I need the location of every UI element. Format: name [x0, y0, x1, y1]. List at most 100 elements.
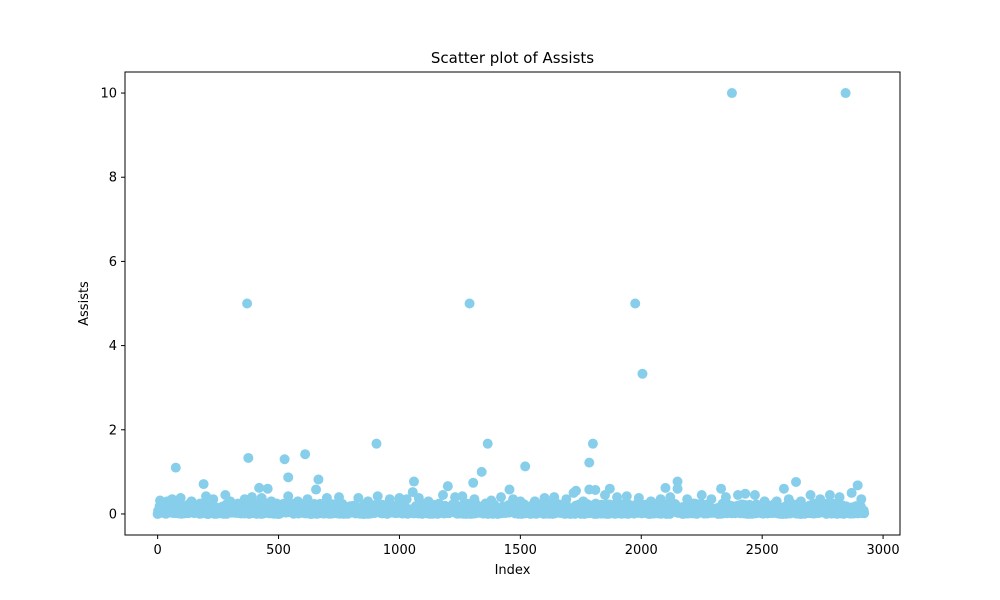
scatter-point [771, 496, 782, 507]
scatter-point [672, 476, 683, 487]
scatter-point [321, 492, 332, 503]
scatter-point [840, 88, 851, 99]
scatter-point [778, 483, 789, 494]
plot-frame [124, 71, 901, 536]
scatter-point [846, 487, 857, 498]
scatter-point [655, 494, 666, 505]
scatter-point [468, 477, 479, 488]
scatter-point [645, 496, 656, 507]
scatter-point [630, 298, 641, 309]
scatter-point [706, 494, 717, 505]
scatter-point [584, 457, 595, 468]
scatter-point [175, 492, 186, 503]
scatter-point [384, 494, 395, 505]
scatter-point [279, 454, 290, 465]
scatter-point [549, 492, 560, 503]
scatter-point [856, 494, 867, 505]
scatter-point [401, 494, 412, 505]
x-tick-label: 1000 [383, 543, 416, 558]
scatter-point [612, 492, 623, 503]
y-tick-label: 10 [100, 87, 117, 102]
scatter-point [599, 490, 610, 501]
y-tick-label: 4 [109, 339, 117, 354]
scatter-point [334, 492, 344, 503]
scatter-point [852, 480, 863, 491]
scatter-point [243, 452, 254, 463]
y-tick-label: 8 [109, 171, 117, 186]
scatter-point [442, 481, 453, 492]
y-tick-label: 2 [109, 423, 117, 438]
scatter-point [372, 491, 383, 502]
scatter-point [504, 484, 515, 495]
scatter-point [482, 438, 493, 449]
scatter-point [198, 479, 209, 490]
scatter-point [437, 490, 448, 501]
scatter-point [450, 492, 461, 503]
scatter-point [208, 494, 219, 505]
scatter-point [726, 88, 737, 99]
scatter-point [311, 484, 322, 495]
scatter-point [720, 492, 731, 503]
scatter-point [283, 491, 294, 502]
scatter-point [759, 496, 770, 507]
scatter-point [292, 496, 303, 507]
scatter-point [859, 508, 870, 519]
points-layer [152, 88, 870, 519]
scatter-point [313, 474, 324, 485]
scatter-point [496, 492, 507, 503]
y-tick-label: 6 [109, 255, 117, 270]
x-axis-ticks: 0 500 1000 1500 2000 2500 3000 [154, 535, 900, 558]
scatter-point [302, 494, 313, 505]
scatter-point [408, 476, 419, 487]
x-tick-label: 3000 [867, 543, 900, 558]
scatter-point [283, 472, 294, 483]
x-axis-label: Index [495, 563, 531, 578]
scatter-point [621, 491, 632, 502]
scatter-point [672, 483, 683, 494]
scatter-point [254, 482, 265, 493]
x-tick-label: 2500 [746, 543, 779, 558]
scatter-point [469, 494, 480, 505]
y-axis-ticks: 0 2 4 6 8 10 [100, 87, 125, 522]
scatter-point [363, 496, 374, 507]
scatter-point [155, 495, 166, 506]
scatter-point [186, 496, 197, 507]
scatter-point [696, 490, 707, 501]
scatter-point [587, 438, 598, 449]
scatter-point [682, 494, 693, 505]
scatter-point [561, 494, 572, 505]
scatter-point [300, 449, 311, 460]
scatter-point [529, 496, 540, 507]
scatter-point [486, 495, 497, 506]
scatter-point [262, 483, 273, 494]
scatter-point [539, 492, 550, 503]
scatter-point [740, 488, 751, 499]
scatter-point [520, 461, 531, 472]
scatter-point [457, 491, 468, 502]
y-axis-label: Assists [77, 281, 92, 326]
scatter-point [815, 494, 826, 505]
x-tick-label: 1500 [504, 543, 537, 558]
x-tick-label: 2000 [625, 543, 658, 558]
scatter-point [716, 483, 727, 494]
scatter-point [783, 494, 794, 505]
y-tick-label: 0 [109, 507, 117, 522]
scatter-point [568, 487, 579, 498]
scatter-point [578, 496, 589, 507]
scatter-point [242, 298, 253, 309]
scatter-point [476, 466, 487, 477]
chart-title: Scatter plot of Assists [431, 49, 594, 67]
scatter-point [637, 368, 648, 379]
scatter-point [515, 496, 526, 507]
scatter-point [749, 490, 760, 501]
scatter-point [660, 482, 671, 493]
scatter-point [167, 494, 178, 505]
scatter-point [225, 496, 236, 507]
scatter-point [665, 492, 676, 503]
scatter-point [824, 490, 835, 501]
scatter-point [423, 496, 434, 507]
scatter-point [256, 492, 267, 503]
scatter-point [834, 492, 845, 503]
